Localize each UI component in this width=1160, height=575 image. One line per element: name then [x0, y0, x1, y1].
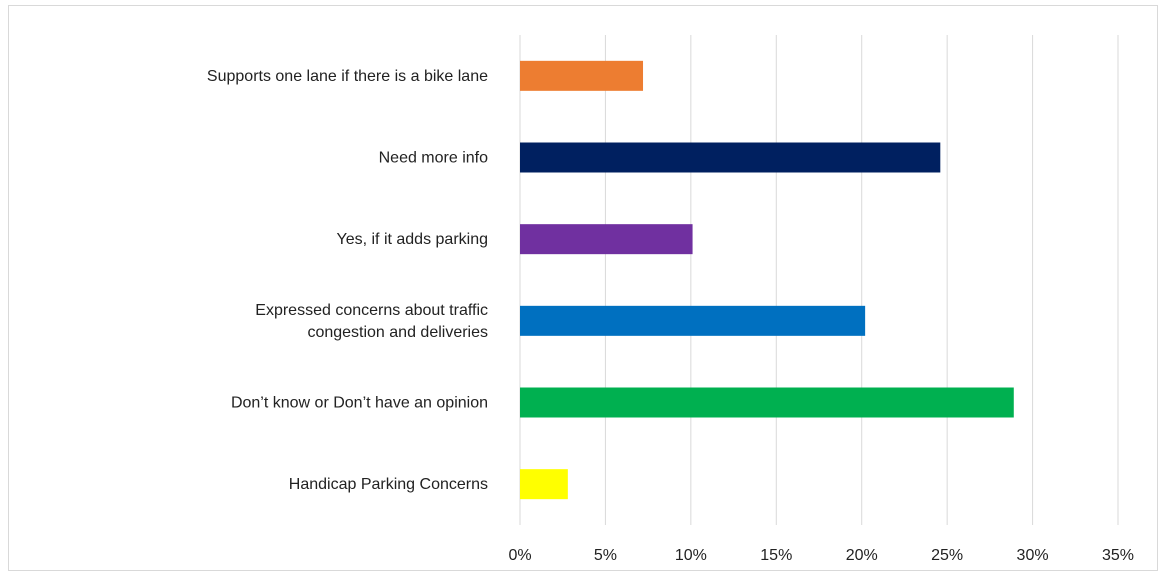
x-tick-label: 0%: [508, 547, 531, 564]
bar: [520, 305, 866, 336]
x-tick-label: 35%: [1102, 547, 1134, 564]
category-label: Expressed concerns about traffic congesti…: [255, 302, 488, 341]
bars: [520, 60, 1014, 500]
bar: [520, 60, 644, 91]
x-tick-label: 25%: [931, 547, 963, 564]
x-tick-label: 15%: [760, 547, 792, 564]
category-label: Handicap Parking Concerns: [289, 476, 488, 493]
category-label: Don’t know or Don’t have an opinion: [231, 395, 488, 412]
gridlines: [519, 35, 1119, 525]
x-tick-labels: 0% 5% 10% 15% 20% 25% 30% 35%: [508, 547, 1134, 564]
x-tick-label: 30%: [1017, 547, 1049, 564]
category-labels: Supports one lane if there is a bike lan…: [207, 68, 488, 493]
x-tick-label: 5%: [594, 547, 617, 564]
chart-frame: [8, 5, 1158, 571]
category-label: Supports one lane if there is a bike lan…: [207, 68, 488, 85]
category-label: Yes, if it adds parking: [337, 231, 489, 248]
bar: [520, 142, 941, 173]
category-label: Need more info: [379, 150, 488, 167]
bar: [520, 469, 568, 500]
bar: [520, 224, 693, 255]
bar: [520, 387, 1014, 418]
x-tick-label: 10%: [675, 547, 707, 564]
x-tick-label: 20%: [846, 547, 878, 564]
